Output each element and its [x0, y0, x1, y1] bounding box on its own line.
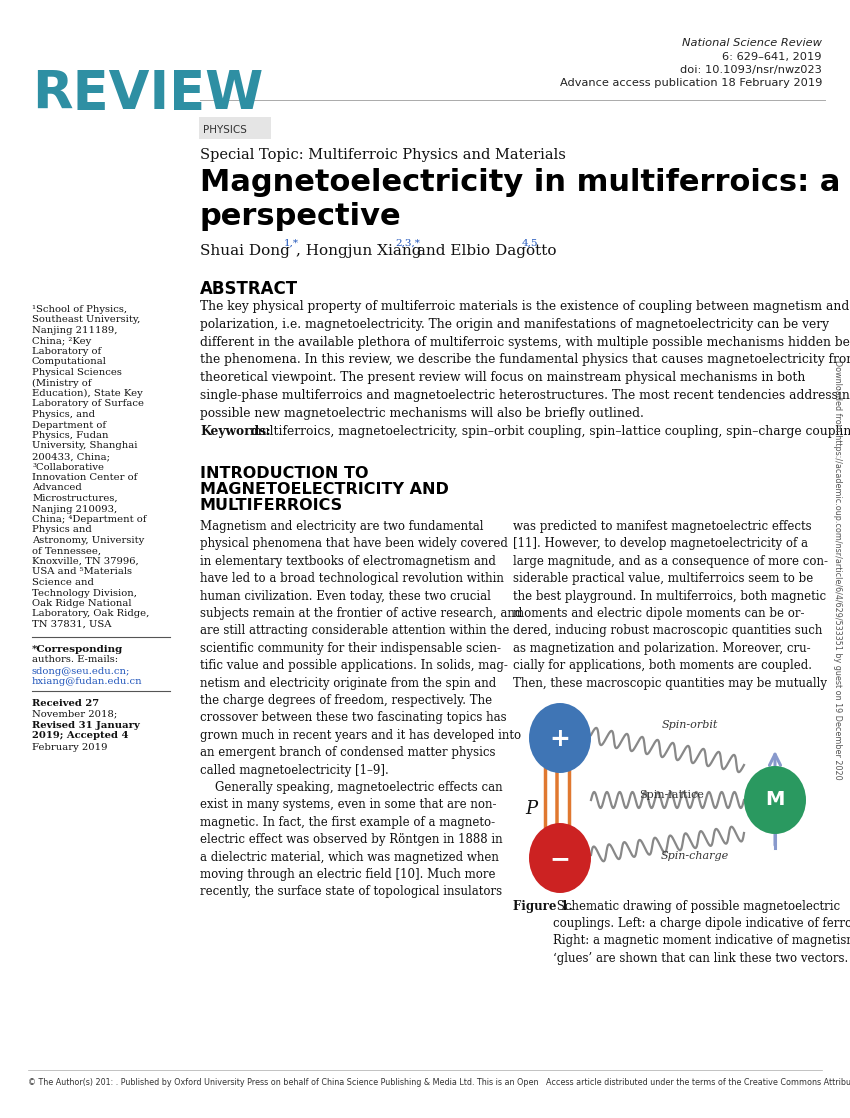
Text: China; ⁴Department of: China; ⁴Department of: [32, 515, 146, 524]
Text: 2,3,*: 2,3,*: [395, 239, 420, 248]
Text: Figure 1.: Figure 1.: [513, 900, 573, 913]
Text: Education), State Key: Education), State Key: [32, 389, 143, 398]
Text: perspective: perspective: [200, 202, 401, 231]
Text: Computational: Computational: [32, 358, 107, 367]
Text: REVIEW: REVIEW: [32, 68, 264, 120]
Text: Keywords:: Keywords:: [200, 425, 270, 438]
Text: multiferroics, magnetoelectricity, spin–orbit coupling, spin–lattice coupling, s: multiferroics, magnetoelectricity, spin–…: [246, 425, 850, 438]
Text: M: M: [765, 790, 785, 809]
Text: Technology Division,: Technology Division,: [32, 588, 137, 597]
Text: Spin-lattice: Spin-lattice: [639, 790, 705, 800]
Text: Received 27: Received 27: [32, 699, 99, 708]
Text: Physics, Fudan: Physics, Fudan: [32, 432, 109, 440]
Text: Physics and: Physics and: [32, 525, 92, 534]
Text: Astronomy, University: Astronomy, University: [32, 536, 144, 544]
Text: Advanced: Advanced: [32, 483, 82, 493]
Text: Special Topic: Multiferroic Physics and Materials: Special Topic: Multiferroic Physics and …: [200, 148, 566, 162]
Text: University, Shanghai: University, Shanghai: [32, 442, 138, 451]
Text: Science and: Science and: [32, 578, 94, 587]
Text: The key physical property of multiferroic materials is the existence of coupling: The key physical property of multiferroi…: [200, 300, 850, 419]
Text: PHYSICS: PHYSICS: [203, 125, 246, 135]
Text: Advance access publication 18 February 2019: Advance access publication 18 February 2…: [559, 78, 822, 88]
Text: P: P: [524, 800, 537, 818]
Text: Laboratory of: Laboratory of: [32, 347, 101, 356]
Text: 1,*: 1,*: [284, 239, 299, 248]
Text: hxiang@fudan.edu.cn: hxiang@fudan.edu.cn: [32, 678, 143, 686]
Text: of Tennessee,: of Tennessee,: [32, 547, 101, 556]
Text: 6: 629–641, 2019: 6: 629–641, 2019: [722, 53, 822, 61]
Text: Magnetism and electricity are two fundamental
physical phenomena that have been : Magnetism and electricity are two fundam…: [200, 520, 523, 899]
Text: Microstructures,: Microstructures,: [32, 494, 117, 503]
Text: ³Collaborative: ³Collaborative: [32, 463, 104, 472]
Text: doi: 10.1093/nsr/nwz023: doi: 10.1093/nsr/nwz023: [680, 65, 822, 75]
Text: Shuai Dong: Shuai Dong: [200, 244, 290, 258]
Text: (Ministry of: (Ministry of: [32, 379, 92, 388]
FancyBboxPatch shape: [199, 117, 271, 139]
Text: Laboratory, Oak Ridge,: Laboratory, Oak Ridge,: [32, 609, 150, 618]
Text: Schematic drawing of possible magnetoelectric
couplings. Left: a charge dipole i: Schematic drawing of possible magnetoele…: [553, 900, 850, 965]
Text: February 2019: February 2019: [32, 742, 107, 751]
Text: *Corresponding: *Corresponding: [32, 644, 123, 654]
Text: was predicted to manifest magnetoelectric effects
[11]. However, to develop magn: was predicted to manifest magnetoelectri…: [513, 520, 828, 690]
Text: Oak Ridge National: Oak Ridge National: [32, 599, 132, 608]
Text: 4,5: 4,5: [522, 239, 539, 248]
Text: MAGNETOELECTRICITY AND: MAGNETOELECTRICITY AND: [200, 482, 449, 498]
Text: MULTIFERROICS: MULTIFERROICS: [200, 498, 343, 513]
Text: Laboratory of Surface: Laboratory of Surface: [32, 399, 144, 408]
Text: authors. E-mails:: authors. E-mails:: [32, 655, 118, 664]
Text: Innovation Center of: Innovation Center of: [32, 473, 138, 482]
Text: Magnetoelectricity in multiferroics: a theoretical: Magnetoelectricity in multiferroics: a t…: [200, 168, 850, 197]
Text: INTRODUCTION TO: INTRODUCTION TO: [200, 466, 369, 481]
Text: Nanjing 211189,: Nanjing 211189,: [32, 326, 117, 335]
Text: 200433, China;: 200433, China;: [32, 452, 110, 461]
Text: Nanjing 210093,: Nanjing 210093,: [32, 504, 117, 513]
Text: Spin-charge: Spin-charge: [660, 851, 729, 861]
Text: 2019; Accepted 4: 2019; Accepted 4: [32, 731, 128, 740]
Text: Southeast University,: Southeast University,: [32, 315, 140, 324]
Text: , Hongjun Xiang: , Hongjun Xiang: [296, 244, 422, 258]
Text: November 2018;: November 2018;: [32, 710, 117, 719]
Text: Downloaded from https://academic.oup.com/nsr/article/6/4/629/533351 by guest on : Downloaded from https://academic.oup.com…: [834, 360, 842, 780]
Ellipse shape: [744, 766, 806, 834]
Text: TN 37831, USA: TN 37831, USA: [32, 620, 111, 629]
Text: National Science Review: National Science Review: [682, 38, 822, 48]
Ellipse shape: [529, 703, 591, 773]
Text: USA and ⁵Materials: USA and ⁵Materials: [32, 568, 132, 577]
Text: ABSTRACT: ABSTRACT: [200, 280, 298, 299]
Text: ¹School of Physics,: ¹School of Physics,: [32, 305, 127, 314]
Text: and Elbio Dagotto: and Elbio Dagotto: [412, 244, 557, 258]
Text: © The Author(s) 201: . Published by Oxford University Press on behalf of China S: © The Author(s) 201: . Published by Oxfo…: [28, 1078, 850, 1087]
Text: −: −: [549, 847, 570, 871]
Text: Physics, and: Physics, and: [32, 410, 95, 419]
Text: Spin-orbit: Spin-orbit: [662, 720, 718, 730]
Text: China; ²Key: China; ²Key: [32, 337, 91, 345]
Text: +: +: [550, 727, 570, 751]
Text: sdong@seu.edu.cn;: sdong@seu.edu.cn;: [32, 666, 130, 675]
Ellipse shape: [529, 823, 591, 893]
Text: Knoxville, TN 37996,: Knoxville, TN 37996,: [32, 557, 139, 566]
Text: Revised 31 January: Revised 31 January: [32, 720, 139, 730]
Text: Physical Sciences: Physical Sciences: [32, 368, 122, 377]
Text: Department of: Department of: [32, 420, 106, 429]
